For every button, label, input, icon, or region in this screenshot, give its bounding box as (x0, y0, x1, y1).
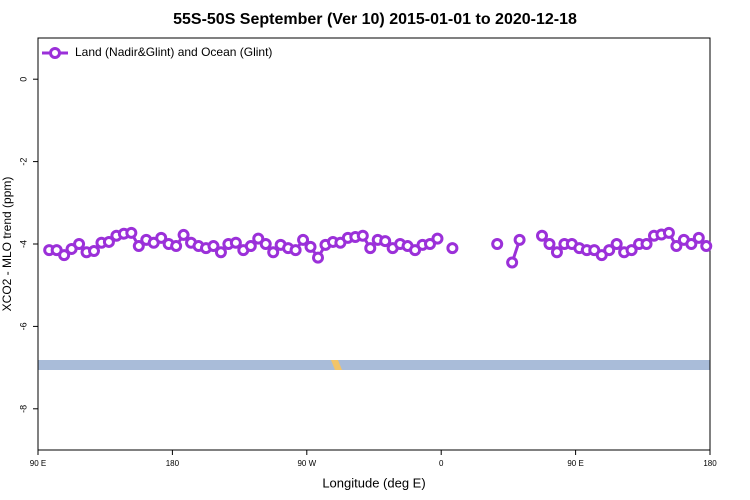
point (229, 236, 242, 249)
point (88, 245, 100, 258)
point (670, 240, 683, 253)
point (506, 256, 519, 269)
point (132, 240, 145, 253)
x-tick-label: 90 W (297, 459, 316, 468)
point (170, 240, 183, 253)
point (102, 235, 115, 248)
y-tick-label: -4 (18, 240, 28, 248)
point (513, 233, 526, 246)
x-tick-label: 180 (703, 459, 717, 468)
point (259, 238, 272, 250)
point (491, 238, 504, 250)
x-tick-label: 180 (166, 459, 180, 468)
y-tick-label: -8 (18, 405, 28, 413)
point (446, 242, 459, 255)
point (625, 244, 638, 257)
land-patch (331, 360, 342, 370)
legend-label: Land (Nadir&Glint) and Ocean (Glint) (75, 45, 272, 59)
point (214, 246, 227, 259)
point (207, 240, 220, 253)
point (692, 231, 705, 244)
point (267, 246, 280, 259)
point (356, 229, 369, 242)
point (550, 246, 563, 259)
point (297, 233, 310, 246)
point (155, 231, 168, 244)
y-tick-label: -6 (18, 322, 28, 330)
point (610, 238, 623, 250)
y-tick-label: 0 (18, 77, 28, 82)
point (409, 244, 422, 257)
y-axis-label: XCO2 - MLO trend (ppm) (0, 177, 14, 312)
point (289, 244, 302, 257)
point (58, 249, 71, 262)
point (603, 244, 616, 257)
x-tick-label: 0 (439, 459, 444, 468)
x-axis-label: Longitude (deg E) (322, 475, 425, 490)
point (73, 238, 86, 250)
point (685, 238, 698, 250)
x-tick-label: 90 E (567, 459, 583, 468)
map-strip (38, 360, 710, 370)
point (125, 226, 138, 239)
point (543, 238, 556, 250)
point (700, 240, 713, 253)
point (304, 240, 317, 253)
legend-marker (49, 47, 61, 59)
point (431, 232, 444, 245)
point (536, 229, 548, 242)
point (244, 240, 257, 253)
point (662, 226, 675, 239)
point (424, 238, 436, 250)
point (379, 235, 392, 248)
point (252, 232, 265, 245)
point (177, 228, 190, 241)
y-tick-label: -2 (18, 158, 28, 166)
chart-title: 55S-50S September (Ver 10) 2015-01-01 to… (173, 11, 577, 28)
point (364, 242, 377, 255)
point (312, 251, 324, 264)
x-tick-label: 90 E (30, 459, 46, 468)
point (640, 238, 653, 250)
